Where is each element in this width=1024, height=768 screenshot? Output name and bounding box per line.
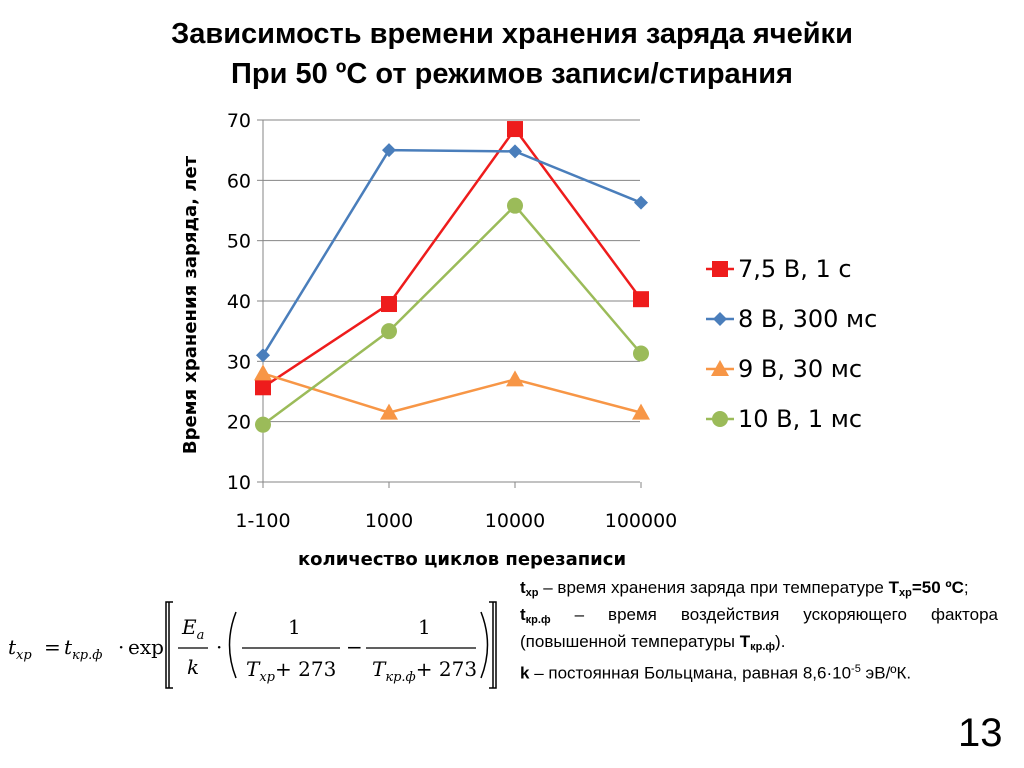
legend-label: 10 В, 1 мс [738, 405, 863, 433]
legend-swatch-1 [706, 261, 734, 277]
data-point [507, 121, 523, 138]
x-tick-label: 10000 [485, 510, 545, 532]
data-point [380, 403, 398, 420]
data-point [633, 345, 649, 362]
y-tick-label: 10 [227, 472, 251, 494]
svg-text:Tкр.ф+ 273: Tкр.ф+ 273 [372, 657, 477, 685]
legend-marker [712, 261, 728, 277]
svg-text:=: = [44, 635, 61, 659]
x-tick-label: 1000 [365, 510, 413, 532]
data-point [255, 416, 271, 433]
legend-marker [713, 312, 727, 326]
formula-notes: tхр – время хранения заряда при температ… [520, 577, 998, 685]
svg-text:1: 1 [418, 615, 431, 639]
data-point [254, 364, 272, 381]
legend-swatch-2 [706, 312, 734, 326]
legend-swatch-3 [706, 360, 734, 376]
data-point [507, 197, 523, 214]
svg-text:Tхр+ 273: Tхр+ 273 [246, 657, 336, 685]
svg-text:−: − [346, 635, 363, 659]
legend-item-3: 9 В, 30 мс [704, 344, 924, 394]
data-point [382, 143, 396, 158]
svg-text:·: · [118, 635, 124, 659]
data-point [381, 296, 397, 313]
x-tick-label: 100000 [605, 510, 678, 532]
data-point [508, 144, 522, 159]
data-point [256, 348, 270, 363]
svg-text:k: k [187, 655, 199, 679]
legend-item-2: 8 В, 300 мс [704, 294, 924, 344]
legend-marker [712, 411, 728, 427]
legend-item-4: 10 В, 1 мс [704, 394, 924, 444]
data-point [632, 403, 650, 420]
legend-label: 8 В, 300 мс [738, 305, 878, 333]
legend-marker [711, 360, 729, 376]
y-tick-label: 60 [227, 170, 251, 192]
data-point [255, 379, 271, 396]
y-tick-label: 50 [227, 231, 251, 253]
slide-title: Зависимость времени хранения заряда ячей… [0, 14, 1024, 94]
legend-swatch-4 [706, 411, 734, 427]
legend-item-1: 7,5 В, 1 с [704, 244, 924, 294]
svg-text:1: 1 [288, 615, 301, 639]
line-chart: 10 20 30 40 50 60 70 1-100 1000 10000 100000 количе… [180, 110, 678, 570]
data-point [633, 291, 649, 308]
note-boltzmann: k – постоянная Больцмана, равная 8,6·10-… [520, 663, 912, 683]
legend-label: 7,5 В, 1 с [738, 255, 852, 283]
retention-formula: tхр = tкр.ф · exp Ea k · 1 Tхр+ 273 − 1 … [8, 601, 497, 689]
x-tick-label: 1-100 [235, 510, 290, 532]
note-t-hr: tхр – время хранения заряда при температ… [520, 578, 969, 599]
legend-label: 9 В, 30 мс [738, 355, 863, 383]
page-number: 13 [958, 711, 1003, 755]
series-line-2 [261, 148, 642, 356]
data-point [634, 195, 648, 210]
y-tick-label: 70 [227, 110, 251, 132]
y-tick-label: 40 [227, 291, 251, 313]
series-line-1 [262, 127, 643, 389]
y-tick-label: 30 [227, 351, 251, 373]
title-line-1: Зависимость времени хранения заряда ячей… [171, 18, 853, 50]
title-line-2: При 50 ºС от режимов записи/стирания [231, 58, 793, 90]
svg-text:tхр: tхр [8, 635, 32, 663]
svg-text:tкр.ф: tкр.ф [64, 635, 102, 663]
svg-text:exp: exp [128, 635, 164, 659]
svg-text:Ea: Ea [181, 615, 204, 643]
note-t-krf: tкр.ф – время воздействия ускоряющего фа… [520, 605, 998, 653]
y-tick-label: 20 [227, 412, 251, 434]
x-axis-title: количество циклов перезаписи [298, 549, 626, 570]
series-line-3 [262, 372, 642, 414]
series-line-4 [262, 204, 642, 426]
svg-text:·: · [216, 635, 222, 659]
data-point [381, 323, 397, 340]
data-point [506, 370, 524, 387]
y-axis-title: Время хранения заряда, лет [180, 155, 201, 454]
chart-legend: 7,5 В, 1 с 8 В, 300 мс 9 В, 30 мс 10 В, 1 м… [704, 244, 924, 444]
